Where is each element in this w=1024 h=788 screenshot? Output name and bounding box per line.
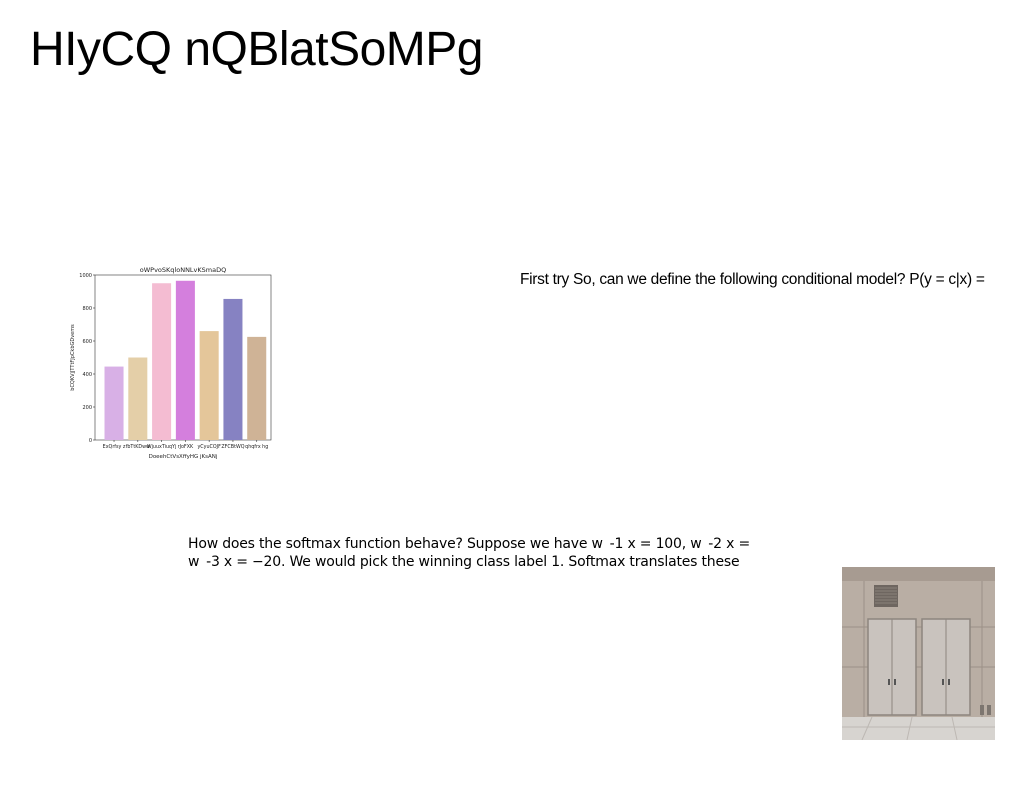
chart-x-axis-label: DoeehCtVsXffyHG jKsANj bbox=[149, 454, 218, 460]
y-tick-label: 600 bbox=[82, 339, 92, 345]
softmax-paragraph-line-2: w ‐3 x = −20. We would pick the winning … bbox=[188, 554, 740, 570]
y-tick-label: 0 bbox=[89, 438, 92, 444]
bar bbox=[247, 336, 267, 440]
bar bbox=[104, 366, 124, 440]
bar-chart: oWPvoSKqloNNLvKSmaDQ bCQKVjJTTtFJpCkbGDv… bbox=[68, 262, 276, 462]
softmax-paragraph: How does the softmax function behave? Su… bbox=[188, 535, 788, 571]
bar-chart-svg: oWPvoSKqloNNLvKSmaDQ bCQKVjJTTtFJpCkbGDv… bbox=[70, 266, 272, 460]
y-tick-label: 200 bbox=[82, 405, 92, 411]
y-tick-label: 400 bbox=[82, 372, 92, 378]
bar bbox=[152, 283, 172, 440]
x-tick-label: WjuuxTiuqYj bbox=[147, 444, 176, 450]
x-tick-label: ZFCBtWQ bbox=[221, 444, 244, 450]
x-tick-label: fbTtKDww bbox=[126, 444, 150, 450]
bar bbox=[223, 298, 243, 440]
x-tick-label: qhqfrx hg bbox=[245, 444, 268, 450]
x-tick-label: yCyuCOJF bbox=[197, 444, 221, 450]
y-tick-label: 800 bbox=[82, 306, 92, 312]
bar bbox=[199, 331, 219, 440]
x-tick-label: rJoFXK bbox=[178, 444, 194, 450]
slide-title: HIyCQ nQBlatSoMPg bbox=[30, 23, 483, 76]
bar bbox=[128, 357, 148, 440]
chart-title: oWPvoSKqloNNLvKSmaDQ bbox=[140, 266, 226, 274]
bar bbox=[175, 280, 195, 440]
building-doors-photo bbox=[842, 567, 995, 741]
conditional-model-text: First try So, can we define the followin… bbox=[520, 271, 985, 288]
building-doors-photo-svg bbox=[842, 567, 995, 741]
softmax-paragraph-line-1: How does the softmax function behave? Su… bbox=[188, 536, 750, 552]
chart-y-axis-label: bCQKVjJTTtFJpCkbGDvems bbox=[70, 324, 76, 391]
y-tick-label: 1000 bbox=[79, 273, 92, 279]
x-tick-label: ExQrfsy z bbox=[103, 444, 126, 450]
